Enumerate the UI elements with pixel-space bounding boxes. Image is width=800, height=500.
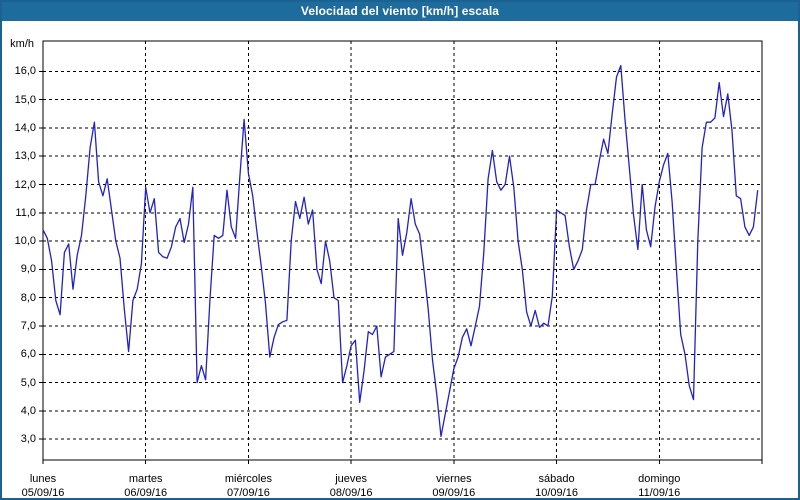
y-axis-tick-label: 9,0: [20, 263, 36, 276]
x-axis-date-label: 09/09/16: [432, 487, 476, 499]
x-axis-day-label: lunes: [29, 473, 57, 485]
x-axis-day-label: miércoles: [224, 473, 272, 485]
y-axis-tick-label: 14,0: [14, 121, 36, 134]
y-axis-tick-label: 6,0: [20, 348, 36, 361]
y-axis-tick-label: 15,0: [14, 93, 36, 106]
x-axis-day-label: jueves: [335, 473, 368, 485]
y-axis-tick-label: 11,0: [15, 206, 36, 219]
y-axis-tick-label: 4,0: [20, 404, 36, 417]
y-axis-tick-label: 10,0: [14, 235, 36, 248]
x-axis-date-label: 08/09/16: [329, 487, 373, 499]
x-axis-day-label: martes: [128, 473, 163, 485]
x-axis-day-label: viernes: [436, 473, 472, 485]
y-axis-tick-label: 12,0: [14, 178, 36, 191]
x-axis-date-label: 05/09/16: [21, 487, 65, 499]
y-axis-tick-label: 3,0: [20, 433, 36, 446]
x-axis-date-label: 07/09/16: [227, 487, 270, 499]
y-axis-tick-label: 13,0: [14, 150, 36, 163]
chart-title: Velocidad del viento [km/h] escala: [300, 4, 500, 18]
x-axis-day-label: domingo: [638, 473, 681, 485]
y-axis-tick-label: 16,0: [14, 65, 36, 78]
x-axis-date-label: 06/09/16: [124, 487, 168, 499]
y-axis-tick-label: 5,0: [20, 376, 36, 389]
x-axis-date-label: 10/09/16: [535, 487, 578, 499]
x-axis-day-label: sábado: [538, 473, 575, 485]
wind-speed-line: [42, 64, 759, 438]
x-axis-date-label: 11/09/16: [638, 487, 681, 499]
y-axis-tick-label: 8,0: [20, 291, 36, 304]
plot-border: [42, 40, 763, 461]
title-bar[interactable]: Velocidad del viento [km/h] escala: [2, 2, 798, 21]
y-axis-unit-label: km/h: [10, 38, 34, 50]
y-axis-tick-label: 7,0: [20, 320, 36, 332]
